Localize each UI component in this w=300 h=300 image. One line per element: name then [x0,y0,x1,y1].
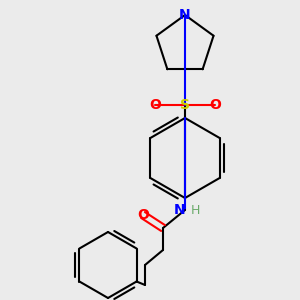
Text: O: O [137,208,149,222]
Text: H: H [190,203,200,217]
Text: S: S [180,98,190,112]
Text: N: N [179,8,191,22]
Text: O: O [149,98,161,112]
Text: O: O [209,98,221,112]
Text: N: N [174,203,186,217]
